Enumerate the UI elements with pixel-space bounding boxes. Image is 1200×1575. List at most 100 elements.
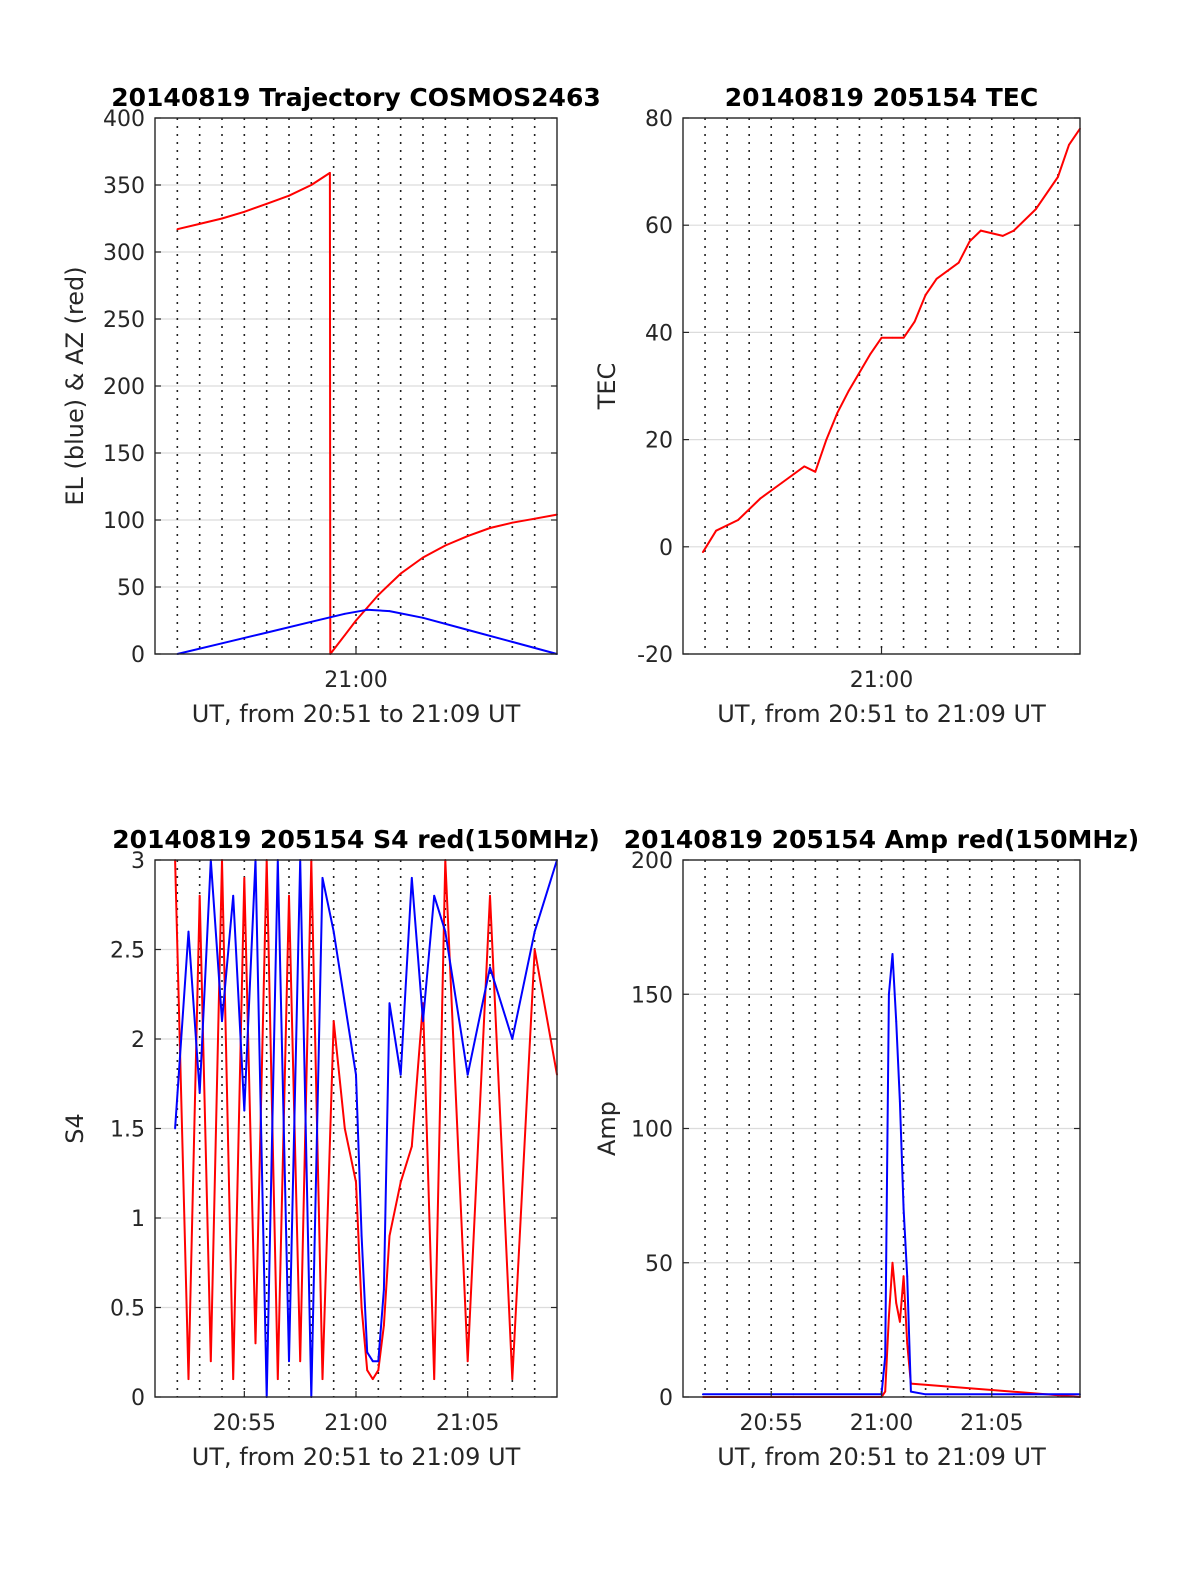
x-tick-label: 21:00 [324, 668, 387, 693]
y-tick-label: 150 [631, 983, 673, 1008]
data-point [466, 1360, 469, 1363]
chart-title: 20140819 Trajectory COSMOS2463 [111, 83, 601, 112]
y-tick-label: 20 [645, 429, 673, 454]
data-point [891, 953, 894, 955]
data-point [891, 1261, 894, 1264]
data-point [895, 1302, 898, 1304]
data-point [422, 1020, 424, 1022]
data-point [880, 336, 883, 339]
y-tick-label: 80 [645, 107, 673, 132]
data-point [444, 544, 447, 547]
y-tick-label: 0 [659, 1386, 673, 1411]
x-tick-label: 21:05 [436, 1411, 499, 1436]
data-point [198, 1091, 201, 1094]
y-tick-label: 1.5 [110, 1118, 145, 1143]
series-line-1 [702, 128, 1081, 553]
data-point [1034, 208, 1037, 211]
data-point [276, 1378, 279, 1380]
x-tick-label: 21:00 [850, 1411, 913, 1436]
y-tick-label: 2 [131, 1028, 145, 1053]
data-point [902, 1275, 905, 1278]
data-point [884, 1390, 887, 1393]
data-point [377, 594, 380, 596]
data-point [332, 930, 335, 933]
data-point [489, 894, 491, 897]
chart-panel-2: -20 0 20 40 60 80 21:00 20140819 205154 TEC UT, … [593, 83, 1081, 728]
data-point [792, 1393, 795, 1396]
chart-title: 20140819 205154 TEC [725, 83, 1038, 112]
data-point [355, 1073, 357, 1076]
data-point [898, 1100, 901, 1103]
data-point [444, 930, 447, 933]
data-point [869, 352, 872, 355]
data-point [836, 411, 839, 414]
chart-panel-3: 0 0.5 1 1.5 2 2.5 3 20:55 21:00 21:05 20140819 205… [61, 825, 600, 1471]
data-point [1057, 176, 1059, 178]
data-point [174, 1127, 177, 1130]
data-point [343, 1127, 346, 1130]
data-point [243, 210, 246, 213]
data-point [533, 930, 536, 933]
data-point [433, 894, 436, 897]
data-point [910, 1390, 912, 1393]
data-point [221, 1020, 223, 1022]
data-point [902, 1208, 905, 1210]
data-point [371, 1378, 374, 1380]
chart-panel-4: 0 50 100 150 200 20:55 21:00 21:05 20140819 2051… [593, 825, 1139, 1471]
data-point [1068, 143, 1070, 146]
data-point [825, 438, 828, 441]
data-point [466, 1073, 469, 1076]
data-point [366, 608, 369, 611]
data-point [511, 1038, 514, 1040]
data-point [187, 930, 190, 933]
data-point [533, 517, 536, 520]
y-tick-label: 100 [103, 509, 145, 534]
data-point [957, 261, 960, 264]
y-tick-label: 50 [117, 576, 145, 601]
chart-title: 20140819 205154 S4 red(150MHz) [112, 825, 600, 854]
data-point [511, 1378, 514, 1380]
data-point [422, 556, 424, 559]
data-point [221, 217, 223, 220]
y-tick-label: 0 [131, 1386, 145, 1411]
data-point [895, 1020, 898, 1022]
x-tick-label: 20:55 [740, 1411, 803, 1436]
data-point [371, 1360, 374, 1363]
data-point [288, 894, 290, 897]
chart-title: 20140819 205154 Amp red(150MHz) [624, 825, 1140, 854]
y-tick-label: 200 [103, 375, 145, 400]
y-tick-label: 60 [645, 214, 673, 239]
data-point [759, 497, 762, 500]
data-point [979, 229, 982, 232]
y-tick-label: 0.5 [110, 1297, 145, 1322]
data-point [466, 628, 469, 631]
y-tick-label: 350 [103, 174, 145, 199]
data-point [360, 1235, 363, 1237]
data-point [243, 877, 246, 879]
y-tick-label: 400 [103, 107, 145, 132]
data-point [221, 642, 223, 645]
y-tick-label: 100 [631, 1118, 673, 1143]
data-point [466, 535, 469, 537]
data-point [781, 481, 784, 484]
y-tick-label: 40 [645, 321, 673, 346]
data-point [265, 202, 268, 205]
data-point [968, 240, 971, 243]
data-point [410, 1145, 413, 1148]
data-point [902, 336, 905, 339]
data-point [355, 619, 357, 622]
data-point [343, 634, 346, 637]
data-point [898, 1320, 901, 1323]
data-point [489, 966, 491, 969]
data-point [489, 527, 491, 529]
data-point [176, 228, 179, 231]
x-tick-label: 21:00 [324, 1411, 387, 1436]
data-point [388, 1235, 391, 1237]
y-tick-label: 2.5 [110, 939, 145, 964]
data-point [814, 470, 817, 473]
data-point [232, 894, 235, 897]
data-point [533, 948, 536, 951]
data-point [388, 610, 391, 613]
x-axis-label: UT, from 20:51 to 21:09 UT [717, 700, 1046, 728]
data-point [399, 572, 402, 575]
